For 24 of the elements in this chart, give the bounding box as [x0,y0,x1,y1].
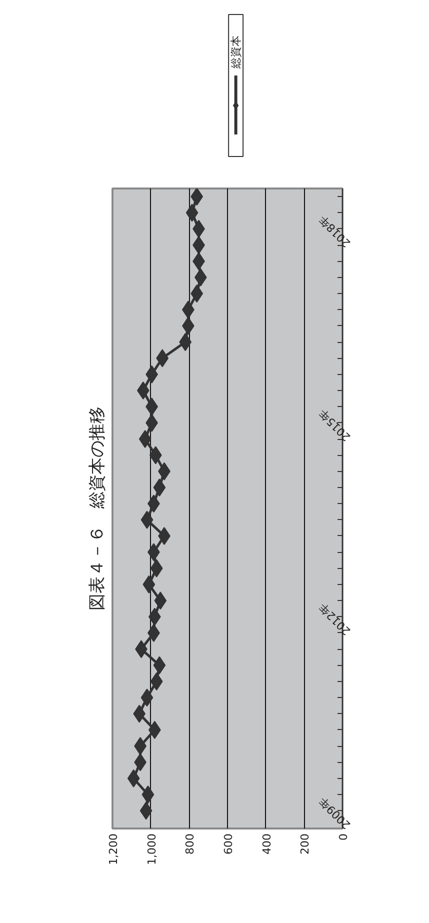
point [153,478,166,496]
point [140,510,154,529]
point [154,592,167,610]
x-tick-label: 400 [260,833,274,854]
x-tick-label: 200 [298,833,312,854]
x-tick-label: 600 [222,833,235,854]
point [142,786,154,804]
text: 総資本 [229,36,242,70]
x-tick-label: 0 [337,834,350,840]
point [153,656,166,674]
point [127,769,140,788]
point [190,188,203,206]
point [150,672,163,690]
text: 図表４－６ 総資本の推移 [88,406,108,610]
x-tick-label: 800 [184,833,197,854]
x-tick-label: 1,200 [107,833,120,865]
point [186,204,198,222]
point [140,688,154,707]
point [140,802,152,820]
x-tick-label: 1,000 [145,833,158,865]
point [150,559,163,578]
point [142,575,156,594]
point [138,430,152,448]
point [149,446,162,464]
